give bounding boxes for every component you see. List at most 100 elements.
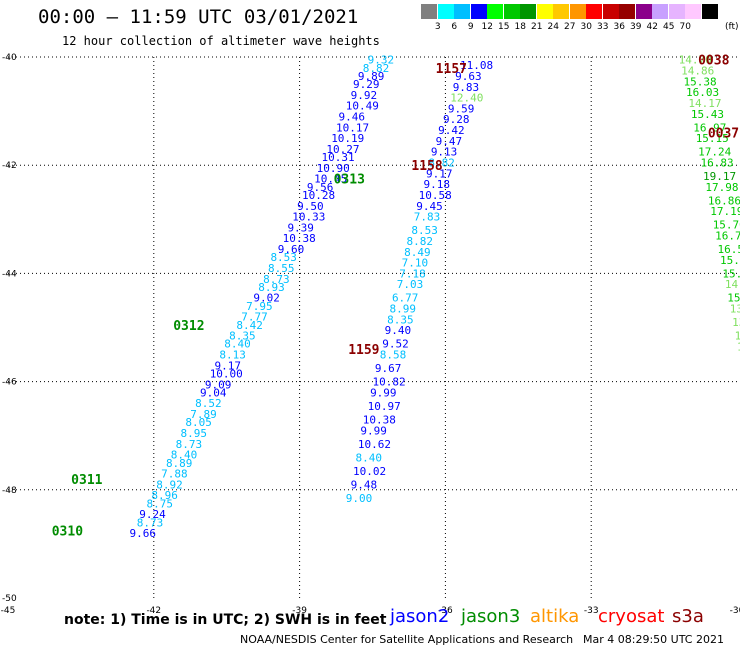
wave-height-point: 9.48 [351,478,378,491]
colorbar-swatch [652,4,668,19]
wave-height-point: 9.67 [375,362,402,375]
wave-height-point: 7.03 [397,278,424,291]
wave-height-point: 9.09 [205,378,232,391]
colorbar-label: 15 [498,22,510,32]
wave-height-point: 10.90 [317,162,350,175]
wave-height-point: 8.82 [428,156,455,169]
colorbar-label: 18 [514,22,526,32]
colorbar-swatch [520,4,536,19]
y-tick-label: -46 [2,378,17,388]
wave-height-point: 15.24 [727,292,740,305]
wave-height-point: 17.98 [705,181,738,194]
wave-height-point: 8.99 [390,303,417,316]
colorbar-swatch [685,4,701,19]
colorbar-swatch [701,4,718,19]
wave-height-point: 13.55 [730,303,740,316]
wave-height-point: 9.63 [455,70,482,83]
wave-height-point: 16.97 [693,121,726,134]
wave-height-point: 9.59 [448,102,475,115]
wave-height-point: 7.83 [414,211,441,224]
footer-timestamp: Mar 4 08:29:50 UTC 2021 [583,633,724,646]
wave-height-point: 9.42 [438,124,465,137]
wave-height-point: 8.55 [268,262,295,275]
wave-height-point: 15.15 [696,132,729,145]
wave-height-point: 10.38 [283,232,316,245]
wave-height-point: 10.19 [331,132,364,145]
chart-subtitle: 12 hour collection of altimeter wave hei… [62,34,380,48]
wave-height-point: 7.88 [161,468,188,481]
colorbar-label: 33 [597,22,609,32]
pass-time-label: 1159 [348,343,379,358]
wave-height-point: 17.24 [698,146,731,159]
wave-height-point: 19.17 [703,170,736,183]
y-tick-label: -50 [2,594,17,604]
wave-height-point: 9.32 [368,54,395,67]
pass-time-label: 0038 [698,54,729,69]
wave-height-point: 9.56 [307,181,334,194]
wave-height-point: 9.29 [353,78,380,91]
wave-height-point: 8.53 [411,224,438,237]
wave-height-point: 16.73 [715,230,740,243]
colorbar-label: 9 [467,22,474,32]
colorbar-label: 45 [663,22,675,32]
wave-height-point: 8.52 [195,397,222,410]
colorbar-swatch [619,4,635,19]
chart-title: 00:00 – 11:59 UTC 03/01/2021 [38,6,359,28]
wave-height-point: 10.28 [302,189,335,202]
colorbar-label: 42 [646,22,658,32]
wave-height-point: 8.13 [219,349,246,362]
wave-height-point: 8.96 [151,489,178,502]
y-tick-label: -44 [2,269,17,279]
wave-height-point: 9.99 [360,424,387,437]
colorbar-swatch [586,4,602,19]
wave-height-point: 7.18 [399,267,426,280]
colorbar-swatch [487,4,503,19]
colorbar-unit: (ft) [725,22,739,32]
legend-jason3: jason3 [461,606,521,627]
wave-height-point: 8.73 [263,273,290,286]
wave-height-point: 10.62 [358,438,391,451]
wave-height-point: 8.35 [387,313,414,326]
wave-height-point: 8.82 [407,235,434,248]
wave-height-point: 9.18 [424,178,451,191]
wave-height-point: 9.50 [297,200,324,213]
y-tick-label: -42 [2,161,17,171]
wave-height-point: 9.17 [426,167,453,180]
colorbar-swatch [503,4,520,19]
wave-height-point: 15.38 [684,75,717,88]
wave-height-point: 10.45 [314,173,347,186]
x-tick-label: -36 [438,606,453,616]
colorbar-label: 70 [679,22,691,32]
wave-height-point: 7.77 [241,311,268,324]
legend-cryosat: cryosat [598,606,665,627]
wave-height-point: 8.42 [236,319,262,332]
wave-height-point: 8.40 [171,449,198,462]
colorbar-label: 24 [547,22,559,32]
colorbar-label: 27 [564,22,576,32]
colorbar-label: 39 [630,22,642,32]
wave-height-point: 9.45 [416,200,443,213]
wave-height-point: 10.33 [292,211,325,224]
wave-height-point: 17.19 [710,205,740,218]
wave-height-point: 10.31 [321,151,354,164]
legend-jason2: jason2 [390,606,450,627]
x-tick-label: -33 [584,606,599,616]
pass-time-label: 0313 [334,173,365,188]
wave-height-point: 8.49 [404,246,431,259]
wave-height-point: 15.63 [722,267,740,280]
wave-height-point: 12.40 [450,92,483,105]
wave-height-point: 10.58 [419,189,452,202]
wave-height-point: 7.95 [246,300,273,313]
wave-height-point: 10.02 [353,465,386,478]
wave-height-point: 8.75 [147,497,174,510]
x-tick-label: -30 [730,606,740,616]
wave-height-point: 9.99 [370,386,397,399]
wave-height-point: 7.89 [190,408,217,421]
wave-height-point: 8.73 [137,516,164,529]
y-tick-label: -40 [2,53,17,63]
colorbar-swatch [536,4,553,19]
wave-height-point: 9.89 [358,70,385,83]
colorbar-label: 30 [580,22,592,32]
wave-height-point: 16.86 [708,194,740,207]
